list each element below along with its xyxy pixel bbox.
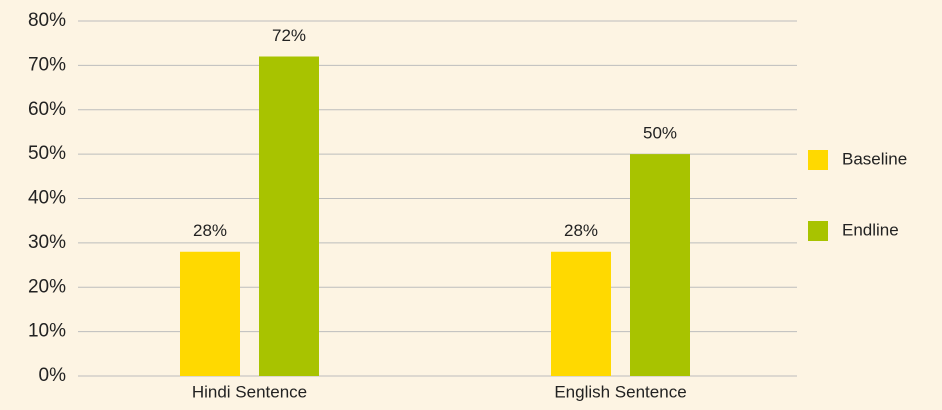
legend-swatch	[808, 221, 828, 241]
y-tick-label: 70%	[28, 54, 66, 75]
value-label: 28%	[193, 221, 227, 240]
bar	[551, 251, 611, 376]
y-tick-label: 10%	[28, 321, 66, 342]
bar	[259, 56, 319, 376]
y-tick-label: 60%	[28, 99, 66, 120]
legend-swatch	[808, 150, 828, 170]
bar	[630, 154, 690, 376]
value-label: 50%	[643, 124, 677, 143]
legend-label: Endline	[842, 220, 899, 239]
x-tick-label: English Sentence	[554, 382, 686, 401]
y-tick-label: 50%	[28, 143, 66, 164]
y-tick-label: 0%	[39, 365, 67, 386]
y-tick-label: 30%	[28, 232, 66, 253]
y-tick-label: 20%	[28, 276, 66, 297]
y-tick-label: 80%	[28, 10, 66, 31]
bar	[180, 251, 240, 376]
value-label: 28%	[564, 221, 598, 240]
legend-label: Baseline	[842, 149, 907, 168]
x-tick-label: Hindi Sentence	[192, 382, 307, 401]
value-label: 72%	[272, 26, 306, 45]
y-tick-label: 40%	[28, 188, 66, 209]
